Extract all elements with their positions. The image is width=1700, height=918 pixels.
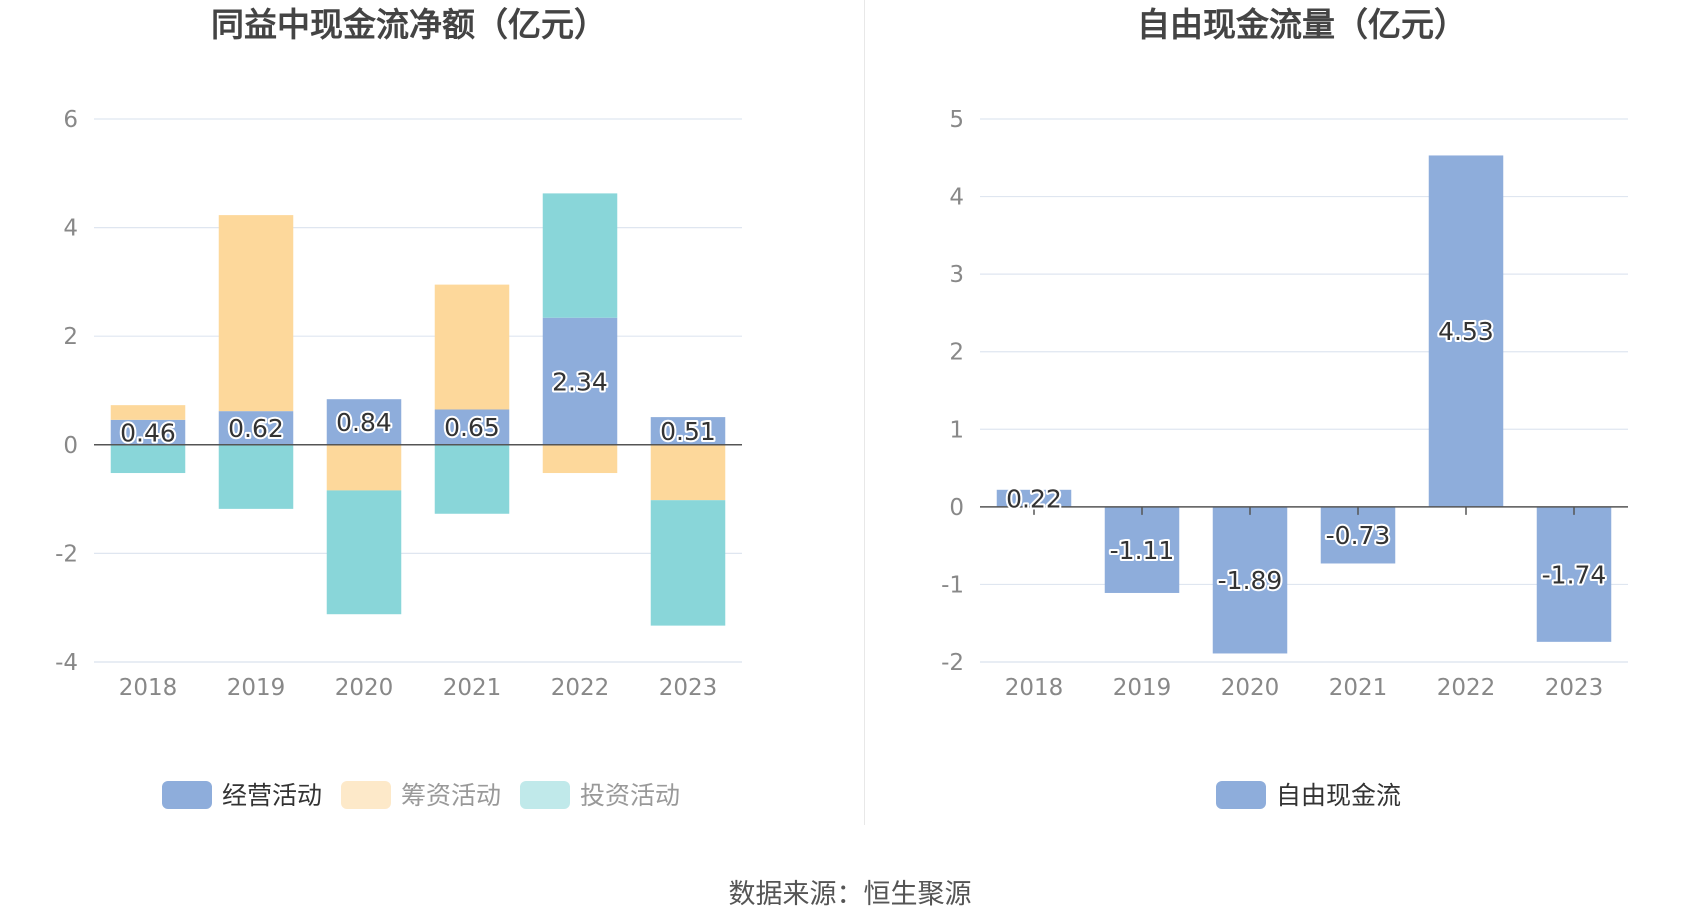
- data-label: 2.34: [552, 367, 608, 396]
- data-label: -1.11: [1110, 536, 1175, 565]
- bar-筹资活动-2019: [218, 215, 294, 412]
- data-label: 0.62: [228, 414, 284, 443]
- bar-自由现金流-2023: [1536, 506, 1612, 642]
- data-label: 0.84: [336, 408, 392, 437]
- x-tick-label: 2023: [1545, 675, 1604, 701]
- cashflow-net-chart: 同益中现金流净额（亿元） -4 -2 0 2 4 6 2018 2019 2020 2021 2022…: [55, 5, 742, 810]
- legend-label-经营活动: 经营活动: [222, 781, 322, 810]
- bar-筹资活动-2020: [326, 444, 402, 491]
- x-tick-label: 2021: [443, 675, 502, 701]
- bar-自由现金流-2019: [1104, 506, 1180, 593]
- bar-筹资活动-2023: [650, 444, 726, 501]
- bar-经营活动-2023: [650, 417, 726, 445]
- legend-swatch-自由现金流: [1216, 781, 1266, 809]
- bar-投资活动-2023: [650, 500, 726, 626]
- bar-筹资活动-2018: [110, 405, 186, 420]
- x-tick-label: 2018: [1005, 675, 1064, 701]
- free-cashflow-chart: 自由现金流量（亿元） -2 -1 0 1 2 3 4 5 2018 2019 2020 2021 2022…: [941, 5, 1628, 810]
- bar-投资活动-2022: [542, 193, 618, 318]
- x-tick-label: 2019: [1113, 675, 1172, 701]
- data-label: 0.65: [444, 413, 500, 442]
- bar-经营活动-2018: [110, 419, 186, 445]
- x-tick-label: 2018: [119, 675, 178, 701]
- data-label: 4.53: [1438, 317, 1494, 346]
- y-tick-label: 3: [949, 262, 964, 288]
- bar-经营活动-2020: [326, 399, 402, 445]
- legend-label-投资活动: 投资活动: [580, 781, 680, 810]
- y-tick-label: 2: [63, 324, 78, 350]
- chart-title: 自由现金流量（亿元）: [1137, 5, 1467, 44]
- y-tick-label: 4: [949, 185, 964, 211]
- y-tick-label: 2: [949, 340, 964, 366]
- chart-divider: [864, 0, 865, 825]
- y-tick-label: 6: [63, 107, 78, 133]
- data-label: 0.51: [660, 417, 716, 446]
- x-tick-label: 2020: [1221, 675, 1280, 701]
- x-tick-label: 2022: [551, 675, 610, 701]
- legend-swatch-经营活动: [162, 781, 212, 809]
- data-label: -1.74: [1542, 560, 1607, 589]
- bar-筹资活动-2021: [434, 284, 510, 410]
- y-tick-label: 0: [63, 433, 78, 459]
- legend-swatch-筹资活动: [341, 781, 391, 809]
- y-tick-label: 0: [949, 495, 964, 521]
- y-tick-label: 1: [949, 417, 964, 443]
- bar-自由现金流-2021: [1320, 506, 1396, 564]
- y-tick-label: -1: [941, 572, 964, 598]
- legend-swatch-投资活动: [520, 781, 570, 809]
- data-label: 0.46: [120, 418, 176, 447]
- bar-经营活动-2021: [434, 409, 510, 445]
- x-tick-label: 2020: [335, 675, 394, 701]
- y-tick-label: 4: [63, 216, 78, 242]
- chart-title: 同益中现金流净额（亿元）: [211, 5, 607, 44]
- x-tick-label: 2019: [227, 675, 286, 701]
- bar-投资活动-2020: [326, 490, 402, 615]
- bar-自由现金流-2018: [996, 489, 1072, 507]
- y-tick-label: -4: [55, 650, 78, 676]
- data-label: -1.89: [1218, 566, 1283, 595]
- y-tick-label: -2: [55, 541, 78, 567]
- legend-label-自由现金流: 自由现金流: [1276, 781, 1401, 810]
- data-label: -0.73: [1326, 521, 1391, 550]
- x-tick-label: 2022: [1437, 675, 1496, 701]
- bar-投资活动-2021: [434, 444, 510, 514]
- bar-经营活动-2019: [218, 411, 294, 445]
- bar-自由现金流-2020: [1212, 506, 1288, 654]
- y-tick-label: -2: [941, 650, 964, 676]
- x-tick-label: 2021: [1329, 675, 1388, 701]
- bar-自由现金流-2022: [1428, 155, 1504, 507]
- x-tick-label: 2023: [659, 675, 718, 701]
- bar-投资活动-2019: [218, 444, 294, 509]
- legend-label-筹资活动: 筹资活动: [401, 781, 501, 810]
- bar-筹资活动-2022: [542, 444, 618, 474]
- bar-经营活动-2022: [542, 317, 618, 445]
- bar-投资活动-2018: [110, 444, 186, 474]
- y-tick-label: 5: [949, 107, 964, 133]
- data-label: 0.22: [1006, 484, 1062, 513]
- data-source: 数据来源：恒生聚源: [728, 879, 972, 910]
